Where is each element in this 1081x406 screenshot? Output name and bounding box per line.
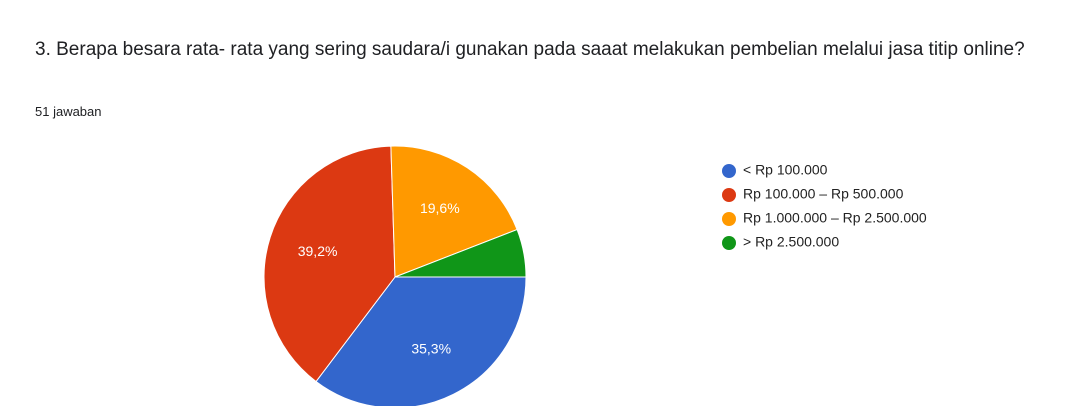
pie-slice — [394, 228, 527, 278]
legend-swatch — [722, 236, 736, 250]
pie-slice — [315, 276, 527, 406]
pie-slice — [390, 145, 518, 278]
chart-title: 3. Berapa besara rata- rata yang sering … — [35, 39, 1025, 60]
legend-label: Rp 1.000.000 – Rp 2.500.000 — [743, 210, 927, 226]
legend-label: > Rp 2.500.000 — [743, 234, 839, 250]
legend-swatch — [722, 188, 736, 202]
slice-label: 19,6% — [420, 200, 460, 216]
response-count: 51 jawaban — [35, 104, 102, 119]
slice-label: 35,3% — [411, 340, 451, 356]
legend-swatch — [722, 164, 736, 178]
legend-label: Rp 100.000 – Rp 500.000 — [743, 186, 904, 202]
legend-label: < Rp 100.000 — [743, 162, 828, 178]
pie-slice — [263, 145, 396, 383]
slice-label: 39,2% — [298, 243, 338, 259]
legend-swatch — [722, 212, 736, 226]
